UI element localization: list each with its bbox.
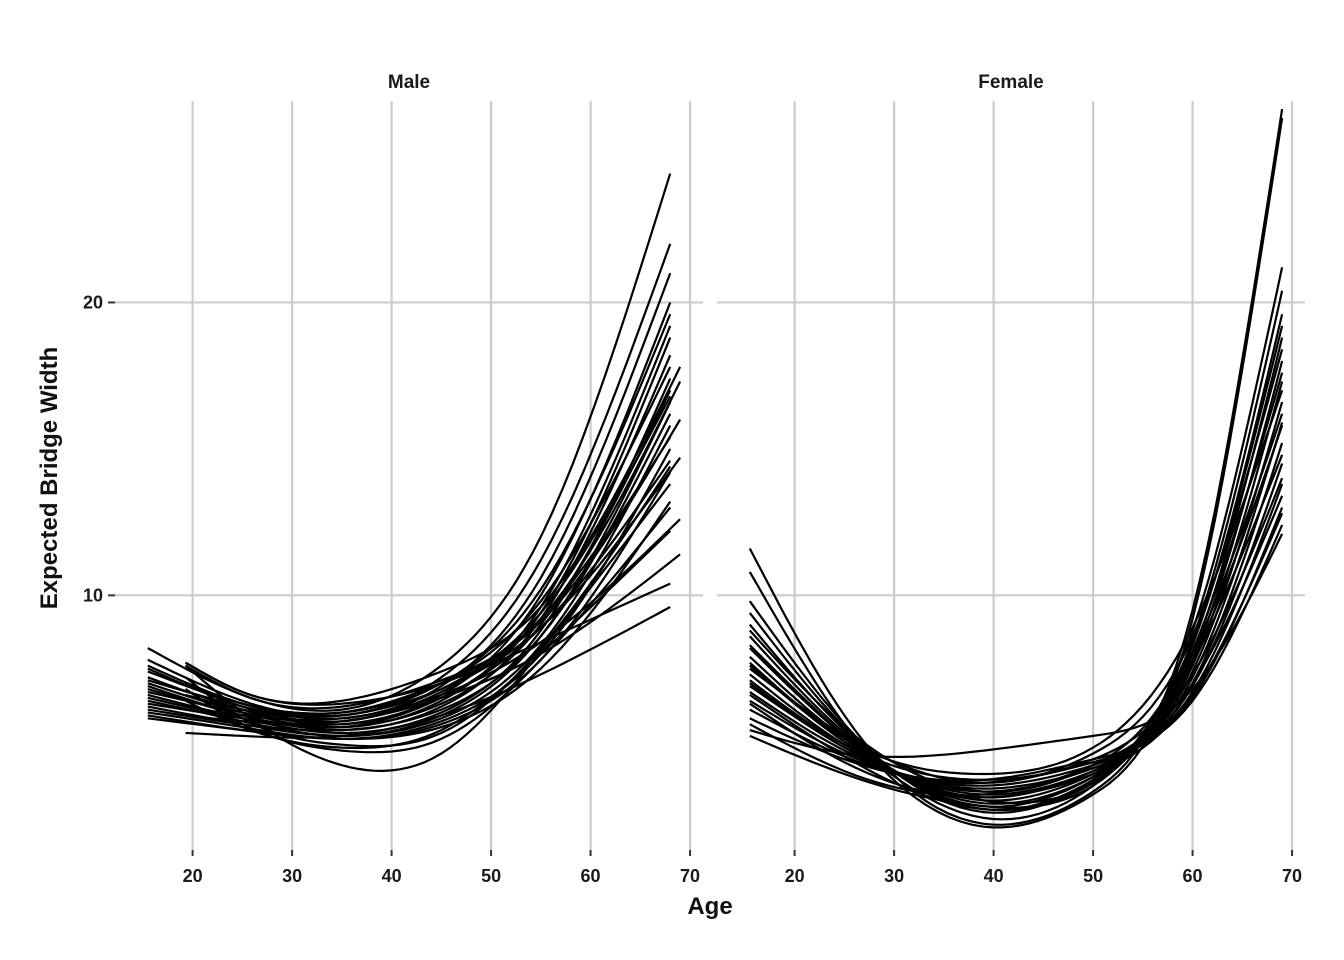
facet-panel-male: Male 20 30 40 50 60 70: [115, 72, 703, 886]
x-tick-labels-male: 20 30 40 50 60 70: [183, 850, 700, 886]
x-tick-label: 20: [183, 866, 203, 886]
curve-line: [147, 395, 672, 721]
curve-line: [185, 457, 681, 718]
curve-line: [185, 530, 671, 750]
curve-line: [749, 495, 1284, 797]
curve-line: [185, 518, 681, 722]
x-tick-label: 40: [382, 866, 402, 886]
curve-line: [184, 483, 672, 773]
y-tick-label: 20: [83, 292, 103, 312]
x-tick-label: 50: [1083, 866, 1103, 886]
curve-line: [749, 512, 1284, 799]
x-tick-label: 30: [282, 866, 302, 886]
curves-female: [748, 108, 1284, 829]
facet-title-male: Male: [388, 72, 430, 93]
curve-line: [147, 243, 672, 718]
facet-title-female: Female: [978, 72, 1043, 93]
curve-line: [749, 389, 1284, 776]
curve-line: [749, 413, 1284, 821]
curve-line: [147, 500, 672, 741]
facet-panel-female: Female 20 30 40 50 60 70: [717, 72, 1305, 886]
curve-line: [748, 108, 1284, 826]
curve-line: [748, 313, 1284, 808]
curve-line: [147, 173, 672, 712]
curve-line: [749, 425, 1284, 812]
x-tick-label: 60: [1183, 866, 1203, 886]
curve-line: [749, 477, 1284, 782]
curve-line: [147, 436, 672, 724]
curve-line: [185, 419, 682, 716]
curve-line: [184, 506, 672, 754]
curve-line: [748, 117, 1284, 829]
curve-line: [749, 401, 1284, 796]
x-tick-label: 60: [581, 866, 601, 886]
curve-line: [185, 606, 671, 739]
x-axis-title: Age: [687, 893, 732, 920]
x-tick-labels-female: 20 30 40 50 60 70: [785, 850, 1302, 886]
curve-line: [749, 372, 1284, 804]
x-tick-label: 70: [1282, 866, 1302, 886]
x-tick-label: 30: [884, 866, 904, 886]
gridlines-male: [115, 101, 703, 850]
x-tick-label: 20: [785, 866, 805, 886]
curve-line: [147, 337, 672, 729]
y-tick-label: 10: [83, 585, 103, 605]
y-axis: 10 20: [83, 292, 115, 605]
curve-line: [748, 325, 1284, 793]
x-tick-label: 70: [680, 866, 700, 886]
x-tick-label: 40: [984, 866, 1004, 886]
curves-male: [147, 173, 682, 773]
x-tick-label: 50: [481, 866, 501, 886]
y-axis-title: Expected Bridge Width: [36, 347, 63, 609]
curve-line: [147, 325, 672, 729]
curve-line: [147, 313, 672, 718]
